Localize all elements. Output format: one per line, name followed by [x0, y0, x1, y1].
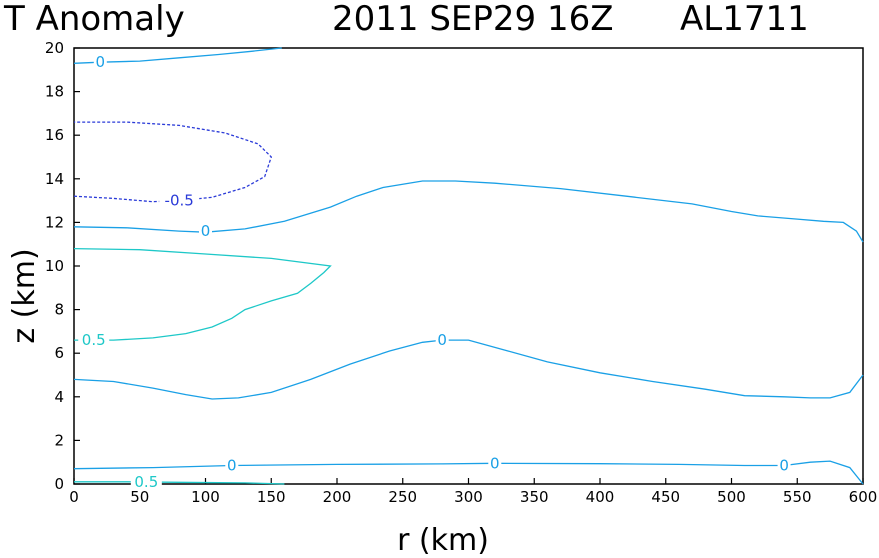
contour-label: 0 [437, 331, 447, 349]
chart-timestamp: 2011 SEP29 16Z [332, 0, 614, 39]
y-tick-label: 8 [54, 301, 64, 319]
x-tick-label: 50 [130, 488, 149, 506]
contour-line-positive [73, 247, 332, 341]
plot-frame [73, 47, 864, 485]
contour-line-zero [73, 180, 864, 243]
x-tick-label: 300 [454, 488, 483, 506]
contour-label: 0 [490, 454, 500, 472]
contour-label: 0.5 [82, 331, 106, 349]
y-tick-label: 12 [45, 213, 64, 231]
x-tick-label: 450 [651, 488, 680, 506]
contour-label-background [435, 332, 449, 349]
y-tick-label: 16 [45, 126, 64, 144]
x-tick-label: 400 [586, 488, 615, 506]
contour-label-background [93, 54, 107, 71]
x-tick-label: 0 [69, 488, 79, 506]
y-tick-label: 18 [45, 83, 64, 101]
contour-label-background [225, 457, 239, 474]
contour-label: 0 [227, 456, 237, 474]
contour-line-zero [73, 460, 864, 485]
y-tick-label: 0 [54, 475, 64, 493]
x-tick-label: 200 [323, 488, 352, 506]
x-tick-label: 250 [388, 488, 417, 506]
x-tick-label: 600 [849, 488, 878, 506]
contour-labels: 0 -0.5 0 0.5 0 0 0 0 0.5 [78, 53, 791, 491]
x-tick-label: 550 [783, 488, 812, 506]
y-tick-label: 10 [45, 257, 64, 275]
y-tick-label: 14 [45, 170, 64, 188]
x-tick-label: 150 [257, 488, 286, 506]
y-tick-label: 2 [54, 431, 64, 449]
contour-label: 0 [201, 222, 211, 240]
contour-label: 0 [96, 53, 106, 71]
contour-label-background [159, 192, 200, 209]
x-tick-label: 350 [520, 488, 549, 506]
contour-label-background [78, 332, 110, 349]
contour-label: 0.5 [134, 473, 158, 491]
chart-title: T Anomaly [3, 0, 185, 39]
y-tick-label: 6 [54, 344, 64, 362]
x-tick-label: 100 [191, 488, 220, 506]
chart-storm-id: AL1711 [680, 0, 809, 39]
y-tick-label: 4 [54, 388, 64, 406]
contour-label: -0.5 [165, 192, 194, 210]
y-axis-label: z (km) [7, 248, 42, 343]
x-axis-label: r (km) [397, 523, 489, 558]
contour-label: 0 [779, 456, 789, 474]
x-tick-label: 500 [717, 488, 746, 506]
contour-line-zero [73, 339, 864, 400]
contour-line-negative [73, 121, 273, 203]
contour-lines [73, 47, 864, 485]
contour-line-positive [74, 481, 285, 485]
contour-label-background [130, 473, 162, 490]
contour-label-background [777, 457, 791, 474]
y-tick-label: 20 [45, 39, 64, 57]
axis-ticks: 0 50 100 150 200 250 300 350 400 450 500 550 6000246… [45, 39, 877, 506]
contour-label-background [488, 455, 502, 472]
contour-label-background [199, 223, 212, 240]
